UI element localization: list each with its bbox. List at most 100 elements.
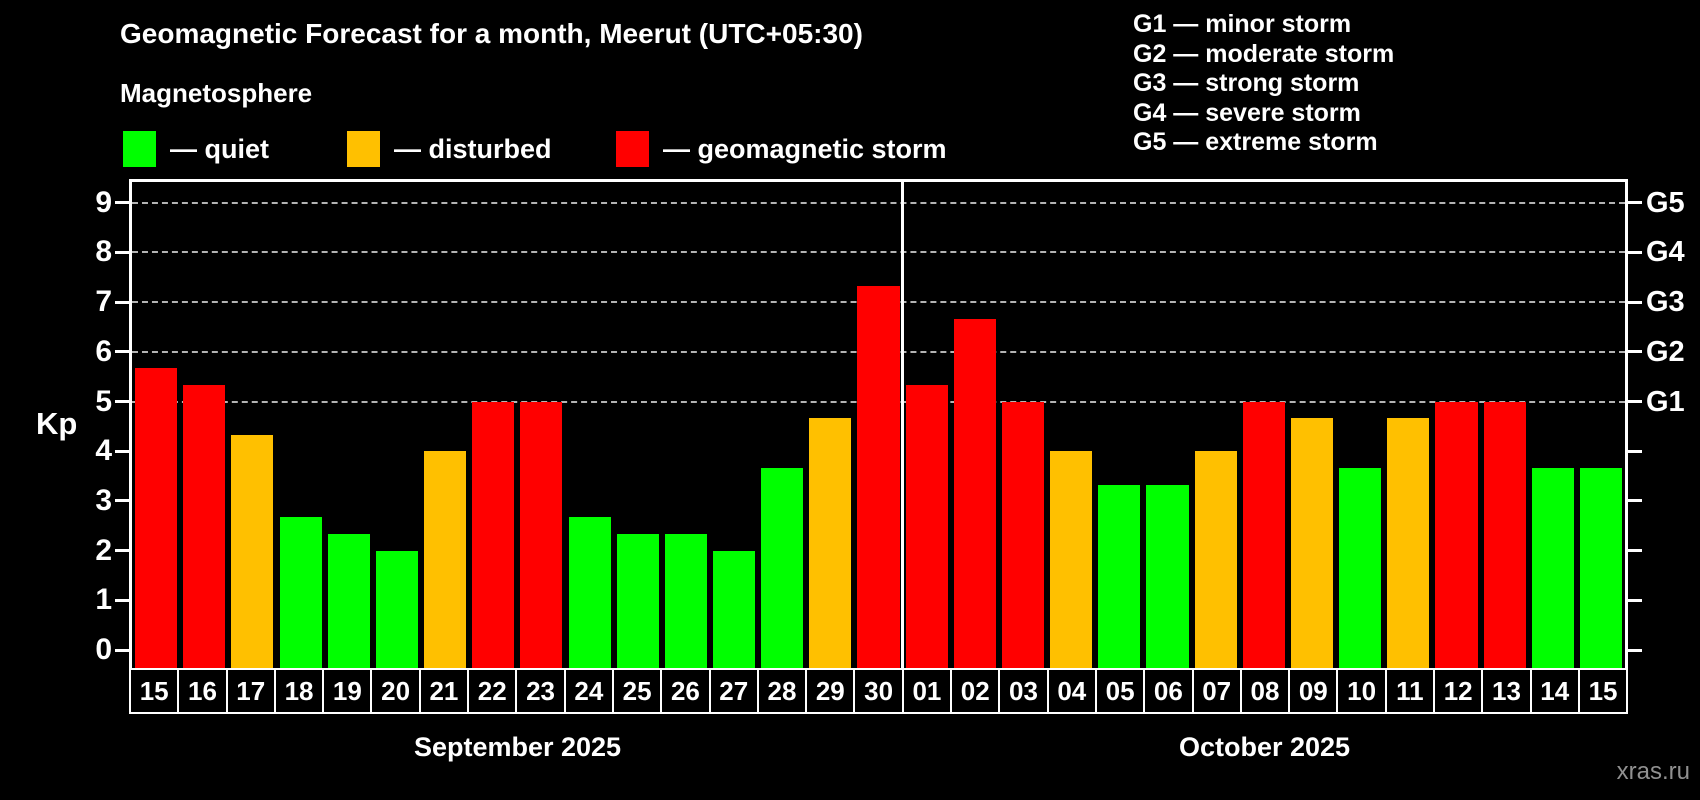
month-label-september: September 2025 xyxy=(413,732,622,762)
day-label-september-27: 27 xyxy=(711,670,759,712)
kp-bar-september-27 xyxy=(712,550,756,668)
g-legend-g4: G4 — severe storm xyxy=(1133,98,1361,127)
day-label-september-24: 24 xyxy=(566,670,614,712)
y-tick-left-6 xyxy=(115,350,129,354)
kp-bar-october-05 xyxy=(1098,484,1141,668)
kp-bar-september-24 xyxy=(568,517,611,668)
day-label-september-21: 21 xyxy=(421,670,470,712)
kp-bar-october-04 xyxy=(1050,451,1093,668)
kp-bar-september-19 xyxy=(327,534,370,668)
day-label-october-07: 07 xyxy=(1194,670,1242,712)
day-label-september-28: 28 xyxy=(759,670,808,712)
kp-bar-october-10 xyxy=(1339,467,1382,668)
legend-item-quiet: — quiet xyxy=(123,130,269,168)
day-label-october-11: 11 xyxy=(1387,670,1436,712)
day-label-september-23: 23 xyxy=(517,670,566,712)
day-label-october-02: 02 xyxy=(952,670,1001,712)
legend-label-storm: — geomagnetic storm xyxy=(663,133,947,164)
y-tick-left-3 xyxy=(115,499,129,503)
day-labels-row: 15 16 17 18 19 20 21 22 23 24 25 26 27 28 29 30 01 02 03 04… xyxy=(129,668,1628,714)
y-tick-right-1 xyxy=(1628,598,1642,602)
y-tick-right-4 xyxy=(1628,449,1642,453)
day-label-october-03: 03 xyxy=(1000,670,1049,712)
g-legend-g2: G2 — moderate storm xyxy=(1133,39,1395,68)
kp-bar-september-29 xyxy=(809,417,852,668)
right-axis-label-g4: G4 xyxy=(1646,236,1685,269)
storm-color-swatch xyxy=(616,131,649,167)
y-tick-right-7 xyxy=(1628,300,1642,304)
day-label-october-08: 08 xyxy=(1242,670,1291,712)
month-label-october: October 2025 xyxy=(1178,732,1351,762)
kp-bar-october-07 xyxy=(1194,451,1237,668)
day-label-september-15: 15 xyxy=(131,670,180,712)
magnetosphere-label: Magnetosphere xyxy=(120,78,313,108)
right-axis-label-g5: G5 xyxy=(1646,186,1685,219)
legend-item-storm: — geomagnetic storm xyxy=(616,130,947,168)
kp-bar-october-03 xyxy=(1001,401,1045,668)
kp-bar-october-14 xyxy=(1531,467,1574,668)
day-label-october-04: 04 xyxy=(1049,670,1097,712)
y-axis-tick-label-9: 9 xyxy=(95,185,112,219)
kp-bar-september-15 xyxy=(135,368,178,668)
kp-axis-label: Kp xyxy=(36,406,78,441)
y-axis-tick-label-1: 1 xyxy=(95,583,112,617)
y-tick-right-0 xyxy=(1628,648,1642,652)
kp-bar-october-13 xyxy=(1483,401,1526,668)
right-axis-label-g2: G2 xyxy=(1646,335,1685,368)
kp-bar-october-06 xyxy=(1146,484,1189,668)
y-tick-right-5 xyxy=(1628,400,1642,403)
y-tick-right-9 xyxy=(1628,201,1642,205)
legend-label-disturbed: — disturbed xyxy=(394,133,552,164)
day-label-september-25: 25 xyxy=(614,670,663,712)
kp-bar-september-21 xyxy=(424,451,467,668)
day-label-october-01: 01 xyxy=(904,670,953,712)
y-tick-left-4 xyxy=(115,449,129,453)
y-axis-tick-label-0: 0 xyxy=(95,633,112,666)
y-tick-left-7 xyxy=(115,300,129,304)
kp-bar-september-17 xyxy=(231,434,274,668)
day-label-september-20: 20 xyxy=(372,670,421,712)
y-tick-left-8 xyxy=(115,250,129,254)
legend-label-quiet: — quiet xyxy=(170,133,269,164)
kp-bar-october-09 xyxy=(1290,417,1334,668)
g-legend-g1: G1 — minor storm xyxy=(1133,10,1352,38)
day-label-september-22: 22 xyxy=(469,670,518,712)
y-tick-left-5 xyxy=(115,400,129,403)
day-label-september-17: 17 xyxy=(228,670,276,712)
kp-bar-september-30 xyxy=(857,285,900,668)
kp-bar-september-16 xyxy=(183,385,226,668)
gridline-kp-8 xyxy=(132,251,1625,254)
y-tick-right-3 xyxy=(1628,499,1642,503)
kp-bar-september-28 xyxy=(761,467,804,668)
y-tick-right-6 xyxy=(1628,350,1642,354)
kp-bar-october-15 xyxy=(1579,467,1622,668)
day-label-september-26: 26 xyxy=(662,670,711,712)
right-axis-label-g3: G3 xyxy=(1646,286,1685,319)
y-axis-tick-label-5: 5 xyxy=(95,384,112,418)
g-legend-g5: G5 — extreme storm xyxy=(1133,128,1378,156)
g-legend-g3: G3 — strong storm xyxy=(1133,69,1360,97)
kp-bar-october-02 xyxy=(953,318,996,668)
kp-bar-october-11 xyxy=(1387,417,1430,668)
day-label-october-13: 13 xyxy=(1483,670,1532,712)
y-axis-tick-label-7: 7 xyxy=(95,285,112,319)
quiet-color-swatch xyxy=(123,131,156,167)
day-label-september-18: 18 xyxy=(276,670,325,712)
kp-bar-october-01 xyxy=(905,385,948,668)
right-axis-label-g1: G1 xyxy=(1646,385,1685,418)
day-label-october-15: 15 xyxy=(1588,675,1618,706)
kp-bar-september-20 xyxy=(375,550,418,668)
gridline-kp-9 xyxy=(132,201,1625,204)
day-label-october-10: 10 xyxy=(1338,670,1387,712)
kp-bar-september-23 xyxy=(520,401,563,668)
kp-bar-october-08 xyxy=(1242,401,1285,668)
day-label-october-14: 14 xyxy=(1532,670,1580,712)
y-axis-tick-label-3: 3 xyxy=(95,483,112,517)
watermark: xras.ru xyxy=(1616,758,1690,785)
day-label-october-12: 12 xyxy=(1435,670,1484,712)
kp-bar-october-12 xyxy=(1435,401,1478,668)
day-label-september-19: 19 xyxy=(324,670,373,712)
disturbed-color-swatch xyxy=(347,131,380,167)
y-axis-tick-label-6: 6 xyxy=(95,334,112,368)
